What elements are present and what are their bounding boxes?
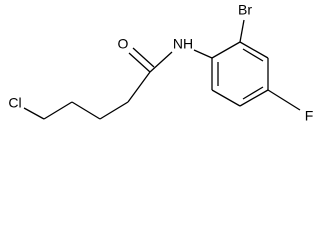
bond	[211, 89, 241, 107]
atom-label: NH	[173, 36, 193, 52]
bond	[132, 47, 155, 68]
bond	[239, 89, 269, 107]
bond	[23, 107, 45, 120]
atom-label: O	[118, 36, 129, 52]
atom-label: Cl	[8, 95, 21, 111]
bond	[242, 48, 264, 62]
atom-label: F	[305, 108, 314, 124]
bond	[211, 41, 241, 59]
bonds	[23, 19, 301, 120]
bond	[71, 101, 101, 120]
bond	[193, 49, 213, 59]
bond	[239, 41, 269, 59]
bond	[267, 89, 301, 111]
bond	[149, 51, 173, 73]
bond	[43, 101, 73, 120]
bond	[239, 19, 245, 43]
molecule: Cl O NH Br F	[8, 2, 314, 124]
bond	[128, 52, 151, 73]
bond	[127, 71, 151, 103]
page: {"atoms": [{"label": "Cl"}, {"label": "O…	[8, 1, 314, 124]
atom-label: Br	[238, 2, 252, 18]
bond	[242, 86, 264, 100]
bond	[99, 101, 129, 120]
